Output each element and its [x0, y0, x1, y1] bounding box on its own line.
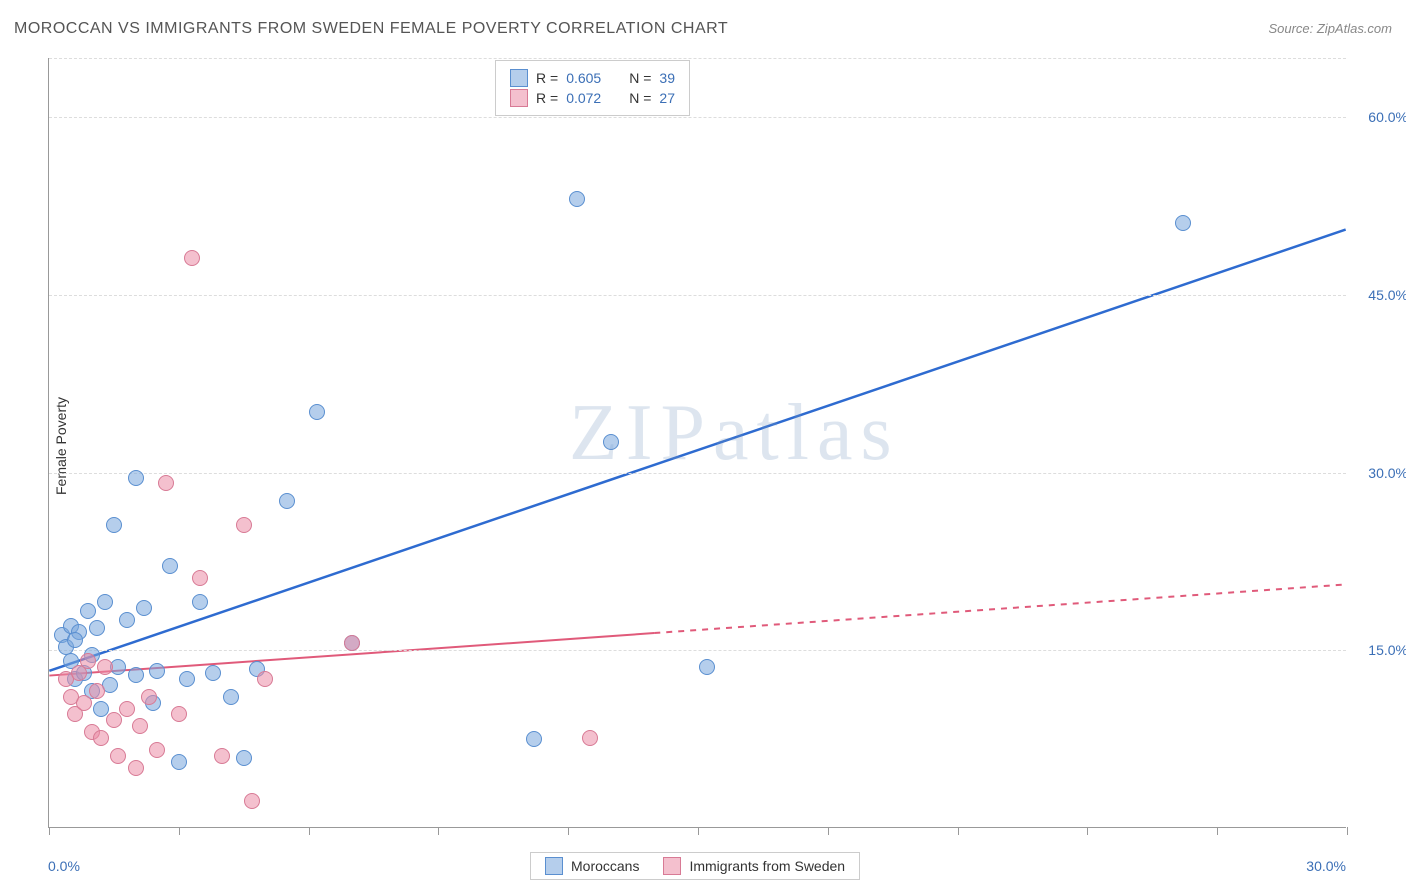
scatter-point [93, 730, 109, 746]
source-attribution: Source: ZipAtlas.com [1268, 21, 1392, 36]
trend-line-dashed [654, 584, 1345, 633]
scatter-point [149, 663, 165, 679]
scatter-point [699, 659, 715, 675]
scatter-point [106, 712, 122, 728]
scatter-point [582, 730, 598, 746]
x-tick [438, 827, 439, 835]
source-name: ZipAtlas.com [1317, 21, 1392, 36]
scatter-point [80, 603, 96, 619]
scatter-point [171, 706, 187, 722]
scatter-point [158, 475, 174, 491]
x-tick [309, 827, 310, 835]
scatter-point [184, 250, 200, 266]
x-axis-min-label: 0.0% [48, 858, 80, 874]
scatter-plot-area: ZIPatlas 15.0%30.0%45.0%60.0% [48, 58, 1346, 828]
legend-label: Moroccans [571, 858, 639, 874]
stats-legend-row: R = 0.072 N = 27 [510, 89, 675, 107]
chart-header: MOROCCAN VS IMMIGRANTS FROM SWEDEN FEMAL… [14, 20, 1392, 38]
x-tick [1217, 827, 1218, 835]
x-tick [1087, 827, 1088, 835]
scatter-point [1175, 215, 1191, 231]
x-axis-max-label: 30.0% [1306, 858, 1346, 874]
y-tick-label: 15.0% [1368, 642, 1406, 658]
scatter-point [569, 191, 585, 207]
source-prefix: Source: [1268, 21, 1316, 36]
x-tick [49, 827, 50, 835]
y-tick-label: 60.0% [1368, 109, 1406, 125]
r-label: R = [536, 90, 558, 106]
scatter-point [119, 701, 135, 717]
chart-title: MOROCCAN VS IMMIGRANTS FROM SWEDEN FEMAL… [14, 20, 728, 38]
scatter-point [67, 632, 83, 648]
scatter-point [128, 760, 144, 776]
x-tick [1347, 827, 1348, 835]
scatter-point [214, 748, 230, 764]
scatter-point [236, 750, 252, 766]
scatter-point [132, 718, 148, 734]
n-label: N = [629, 90, 651, 106]
x-tick [698, 827, 699, 835]
x-tick [958, 827, 959, 835]
legend-swatch [545, 857, 563, 875]
scatter-point [76, 695, 92, 711]
legend-swatch [510, 89, 528, 107]
scatter-point [141, 689, 157, 705]
r-value: 0.605 [566, 70, 601, 86]
legend-swatch [510, 69, 528, 87]
legend-item: Immigrants from Sweden [663, 857, 845, 875]
x-tick [568, 827, 569, 835]
n-label: N = [629, 70, 651, 86]
gridline [49, 117, 1346, 118]
n-value: 39 [659, 70, 675, 86]
scatter-point [192, 570, 208, 586]
scatter-point [257, 671, 273, 687]
scatter-point [128, 667, 144, 683]
scatter-point [171, 754, 187, 770]
scatter-point [192, 594, 208, 610]
legend-item: Moroccans [545, 857, 639, 875]
x-tick [179, 827, 180, 835]
scatter-point [344, 635, 360, 651]
scatter-point [309, 404, 325, 420]
scatter-point [106, 517, 122, 533]
scatter-point [89, 683, 105, 699]
scatter-point [162, 558, 178, 574]
scatter-point [205, 665, 221, 681]
n-value: 27 [659, 90, 675, 106]
scatter-point [603, 434, 619, 450]
scatter-point [136, 600, 152, 616]
scatter-point [223, 689, 239, 705]
gridline [49, 473, 1346, 474]
scatter-point [236, 517, 252, 533]
y-tick-label: 30.0% [1368, 465, 1406, 481]
legend-swatch [663, 857, 681, 875]
trend-lines-layer [49, 58, 1346, 827]
scatter-point [279, 493, 295, 509]
scatter-point [179, 671, 195, 687]
r-value: 0.072 [566, 90, 601, 106]
scatter-point [93, 701, 109, 717]
x-tick [828, 827, 829, 835]
scatter-point [244, 793, 260, 809]
stats-legend-row: R = 0.605 N = 39 [510, 69, 675, 87]
scatter-point [80, 653, 96, 669]
scatter-point [128, 470, 144, 486]
gridline [49, 650, 1346, 651]
scatter-point [119, 612, 135, 628]
scatter-point [89, 620, 105, 636]
scatter-point [97, 594, 113, 610]
gridline [49, 58, 1346, 59]
scatter-point [149, 742, 165, 758]
scatter-point [526, 731, 542, 747]
scatter-point [110, 748, 126, 764]
legend-label: Immigrants from Sweden [689, 858, 845, 874]
r-label: R = [536, 70, 558, 86]
correlation-stats-legend: R = 0.605 N = 39 R = 0.072 N = 27 [495, 60, 690, 116]
scatter-point [97, 659, 113, 675]
watermark-text: ZIPatlas [569, 388, 900, 479]
series-legend: Moroccans Immigrants from Sweden [530, 852, 860, 880]
gridline [49, 295, 1346, 296]
y-tick-label: 45.0% [1368, 287, 1406, 303]
